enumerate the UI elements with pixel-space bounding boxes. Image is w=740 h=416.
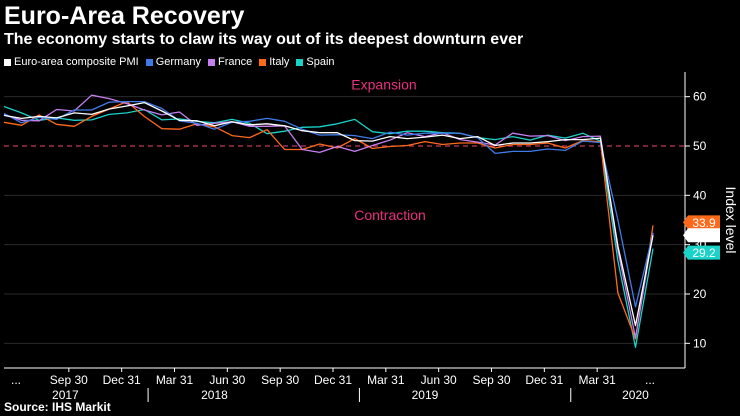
legend-item-euro-area-composite-pmi: Euro-area composite PMI <box>4 56 139 68</box>
y-tick-label: 40 <box>693 188 707 202</box>
end-label-box <box>683 228 720 243</box>
x-tick-label: ... <box>11 373 21 387</box>
chart-subtitle: The economy starts to claw its way out o… <box>4 31 524 48</box>
y-tick-label: 20 <box>693 287 707 301</box>
legend-label: France <box>217 56 253 68</box>
legend-swatch <box>296 58 304 66</box>
year-label: 2017 <box>52 388 79 402</box>
x-tick-label: ... <box>645 373 655 387</box>
legend-swatch <box>259 58 267 66</box>
contraction-label: Contraction <box>354 207 426 223</box>
end-label-text: 33.9 <box>692 216 716 230</box>
y-tick-label: 10 <box>693 336 707 350</box>
legend-swatch <box>207 58 215 66</box>
legend-label: Spain <box>306 56 335 68</box>
x-tick-label: Mar 31 <box>367 373 405 387</box>
x-tick-label: Dec 31 <box>314 373 352 387</box>
series-line-italy <box>3 100 654 340</box>
x-tick-label: Dec 31 <box>525 373 563 387</box>
legend-item-germany: Germany <box>145 56 201 68</box>
annotations: Expansion Contraction <box>351 76 425 223</box>
x-tick-label: Mar 31 <box>156 373 194 387</box>
year-label: 2019 <box>412 388 439 402</box>
legend-label: Euro-area composite PMI <box>14 56 139 68</box>
legend-swatch <box>145 58 153 66</box>
legend-item-france: France <box>207 56 253 68</box>
x-tick-label: Sep 30 <box>261 373 299 387</box>
series-line-spain <box>3 105 654 348</box>
x-tick-label: Sep 30 <box>50 373 88 387</box>
x-tick-label: Jun 30 <box>209 373 245 387</box>
end-value-labels: 33.931.9 29.2 <box>683 215 720 260</box>
series-lines <box>3 94 654 348</box>
x-tick-label: Dec 31 <box>103 373 141 387</box>
legend-label: Italy <box>269 56 290 68</box>
x-tick-label: Jun 30 <box>421 373 457 387</box>
source-note: Source: IHS Markit <box>4 400 111 414</box>
series-line-france <box>3 94 654 339</box>
y-axis-label: Index level <box>723 187 739 254</box>
series-line-germany <box>3 100 654 308</box>
end-label-text: 31.9 <box>692 229 716 243</box>
end-label-euro-area-composite-pmi: 31.9 <box>683 228 720 243</box>
chart-title: Euro-Area Recovery <box>4 2 245 30</box>
y-tick-label: 50 <box>693 139 707 153</box>
legend-item-spain: Spain <box>296 56 335 68</box>
end-label-box <box>683 245 720 260</box>
legend-label: Germany <box>155 56 201 68</box>
x-tick-label: Mar 31 <box>578 373 616 387</box>
legend-swatch <box>4 58 11 66</box>
end-label-italy: 33.9 <box>683 215 720 230</box>
year-label: 2020 <box>622 388 649 402</box>
end-label-box <box>683 215 720 230</box>
legend-item-italy: Italy <box>259 56 289 68</box>
year-label: 2018 <box>201 388 228 402</box>
x-tick-label: Sep 30 <box>472 373 510 387</box>
end-label-text: 29.2 <box>692 246 716 260</box>
legend: Euro-area composite PMI Germany France Ital… <box>4 56 335 68</box>
x-axis: ... Sep 30 Dec 31 Mar 31 Jun 30 Sep 30 Dec 31 M… <box>4 367 685 402</box>
y-tick-label: 60 <box>693 90 707 104</box>
end-label-spain: 29.2 <box>683 245 720 260</box>
expansion-label: Expansion <box>351 76 416 92</box>
series-line-euro-area-composite-pmi <box>3 101 654 327</box>
